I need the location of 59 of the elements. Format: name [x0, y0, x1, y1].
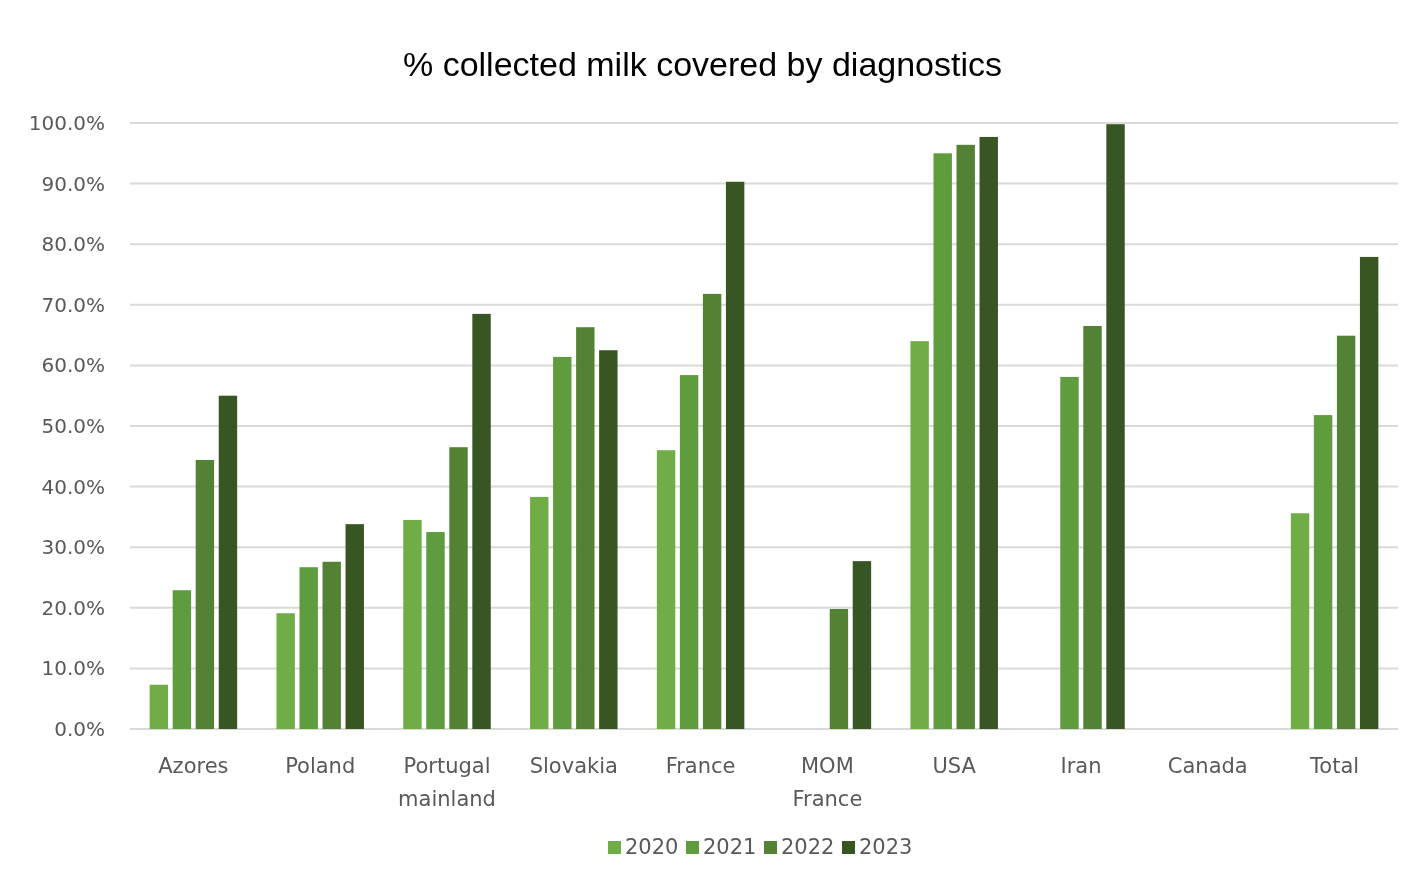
x-tick-label: Canada	[1167, 754, 1248, 778]
bar	[910, 341, 929, 729]
bar	[933, 153, 952, 729]
x-tick-label: MOM France	[792, 754, 863, 811]
x-tick-label: Poland	[285, 754, 356, 778]
legend-label: 2022	[781, 835, 835, 859]
legend-label: 2023	[859, 835, 913, 859]
bar	[679, 375, 699, 729]
bar	[553, 356, 572, 729]
x-tick-label: Portugal mainland	[398, 754, 496, 811]
legend-label: 2021	[703, 835, 757, 859]
bar	[149, 684, 169, 729]
bar	[218, 395, 238, 729]
bar	[852, 561, 872, 729]
y-tick-label: 70.0%	[41, 292, 105, 317]
bar	[299, 567, 318, 729]
y-tick-label: 50.0%	[41, 414, 105, 438]
bar	[1106, 124, 1125, 729]
bar	[172, 590, 192, 729]
x-tick-label: France	[665, 754, 736, 778]
bar	[702, 293, 722, 729]
bar	[576, 327, 595, 729]
legend-label: 2020	[625, 835, 679, 859]
y-tick-label: 20.0%	[41, 595, 105, 620]
bar	[599, 350, 618, 729]
bar	[472, 313, 491, 729]
x-tick-label: Slovakia	[529, 754, 618, 778]
y-tick-label: 90.0%	[41, 171, 105, 196]
x-tick-label: USA	[932, 754, 977, 778]
bar	[1290, 513, 1310, 729]
bar	[1359, 256, 1379, 729]
bar	[449, 447, 468, 729]
bar	[725, 181, 745, 729]
bar	[979, 136, 998, 729]
x-tick-label: Total	[1309, 754, 1360, 778]
bar	[656, 450, 676, 729]
bar	[1060, 376, 1079, 729]
chart-title: % collected milk covered by diagnostics	[402, 45, 1003, 83]
bar	[322, 561, 341, 729]
bar	[956, 144, 975, 729]
bar	[345, 524, 364, 729]
y-tick-label: 0.0%	[54, 717, 105, 741]
y-tick-label: 40.0%	[41, 474, 105, 499]
bar	[1336, 335, 1356, 729]
y-tick-label: 80.0%	[41, 232, 105, 257]
bar	[403, 519, 422, 729]
bar	[276, 613, 295, 729]
bar	[829, 609, 849, 729]
bar	[195, 459, 215, 729]
bar	[426, 532, 445, 729]
y-tick-label: 100.0%	[28, 111, 105, 135]
y-tick-label: 10.0%	[41, 656, 105, 681]
y-tick-label: 30.0%	[41, 535, 105, 560]
x-tick-label: Iran	[1060, 754, 1102, 778]
y-tick-label: 60.0%	[41, 353, 105, 378]
x-tick-label: Azores	[158, 754, 229, 778]
bar	[1313, 415, 1333, 729]
bar	[1083, 326, 1102, 729]
bar	[530, 496, 549, 729]
